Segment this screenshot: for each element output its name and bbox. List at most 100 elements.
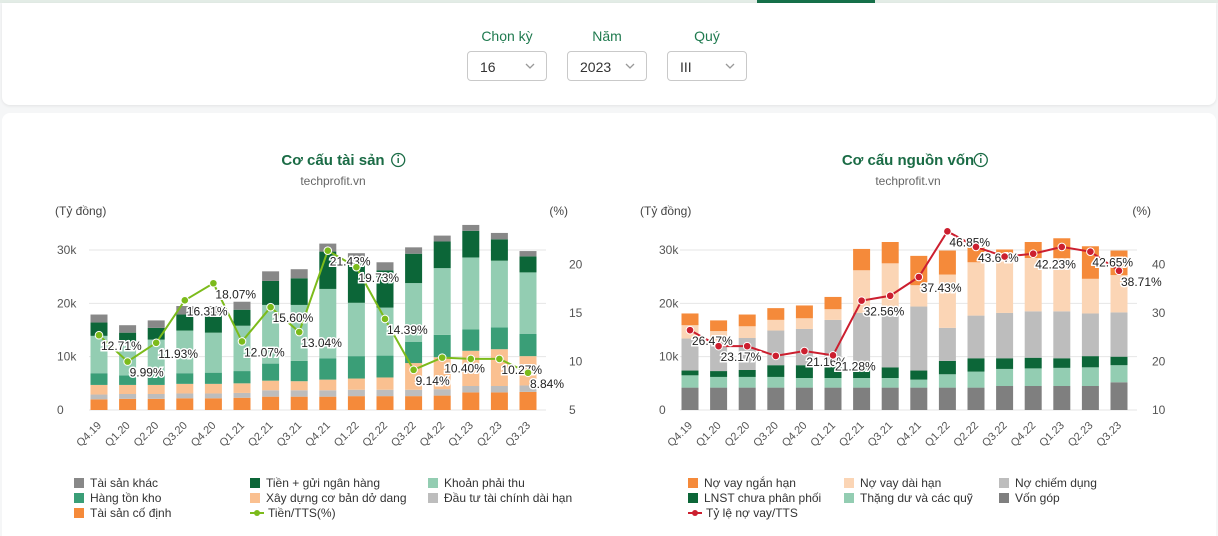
bar-segment xyxy=(204,398,222,410)
chart-capital: Cơ cấu nguồn vốn techprofit.vn (Tỷ đồng) (%… xyxy=(640,152,1166,449)
charts-panel: Cơ cấu tài sản techprofit.vn (Tỷ đồng) (%) 0… xyxy=(2,113,1216,536)
line-point xyxy=(323,246,333,255)
bar-segment xyxy=(462,257,480,330)
y-tick-label: 10k xyxy=(57,350,77,364)
line-point xyxy=(914,272,924,282)
bar-segment xyxy=(1024,258,1042,312)
legend-item[interactable]: Tỷ lệ nợ vay/TTS xyxy=(688,506,798,520)
legend-item[interactable]: Thặng dư và các quỹ xyxy=(844,491,973,505)
chart-subtitle: techprofit.vn xyxy=(875,174,940,188)
bar-segment xyxy=(853,270,871,313)
bar-segment xyxy=(147,398,165,410)
data-label: 42.23% xyxy=(1035,258,1076,272)
bar-segment xyxy=(176,398,194,410)
bar-segment xyxy=(147,374,165,385)
data-label: 21.43% xyxy=(330,255,371,269)
period-count-label: Chọn kỳ xyxy=(481,28,533,44)
bar-segment xyxy=(519,251,537,257)
year-value: 2023 xyxy=(580,59,612,75)
bar-segment xyxy=(176,314,194,331)
bar-segment xyxy=(996,259,1014,313)
legend-item[interactable]: LNST chưa phân phối xyxy=(688,491,821,505)
legend-swatch xyxy=(999,493,1009,503)
legend-item[interactable]: Xây dựng cơ bản dở dang xyxy=(250,491,407,505)
legend-item[interactable]: Tiền + gửi ngân hàng xyxy=(250,476,380,490)
legend-item[interactable]: Khoản phải thu xyxy=(428,476,525,490)
period-count-filter: Chọn kỳ 16 xyxy=(467,25,547,81)
bar-segment xyxy=(176,306,194,315)
x-tick-label: Q1.23 xyxy=(446,420,476,450)
legend-item[interactable]: Đầu tư tài chính dài hạn xyxy=(428,491,572,505)
bar-segment xyxy=(881,314,899,368)
bar-segment xyxy=(90,384,108,395)
bar-segment xyxy=(347,253,365,263)
bar-stack xyxy=(262,271,280,410)
bar-segment xyxy=(710,387,728,410)
data-label: 11.93% xyxy=(158,347,198,361)
line-point xyxy=(180,296,190,305)
period-count-select[interactable]: 16 xyxy=(467,51,547,81)
legend-item[interactable]: Nợ chiếm dụng xyxy=(999,476,1097,490)
bar-segment xyxy=(433,395,451,410)
bar-segment xyxy=(462,224,480,231)
data-label: 21.16% xyxy=(806,355,847,369)
legend-swatch xyxy=(74,478,84,488)
bar-segment xyxy=(319,288,337,359)
bar-stack xyxy=(433,235,451,410)
bar-segment xyxy=(90,322,108,336)
bar-segment xyxy=(681,387,699,410)
data-label: 38.71% xyxy=(1121,275,1162,289)
bar-segment xyxy=(204,314,222,333)
bar-segment xyxy=(738,376,756,388)
line-point xyxy=(1000,252,1009,261)
bar-segment xyxy=(347,396,365,410)
bar-segment xyxy=(176,393,194,399)
bar-segment xyxy=(290,381,308,391)
legend-item[interactable]: Hàng tồn kho xyxy=(74,491,161,505)
line-point xyxy=(437,353,447,362)
bar-segment xyxy=(1053,358,1071,368)
bar-segment xyxy=(767,308,785,320)
data-label: 46.85% xyxy=(949,235,990,249)
line-point xyxy=(742,341,752,351)
x-tick-label: Q3.20 xyxy=(751,420,781,450)
y2-tick-label: 10 xyxy=(1152,403,1166,417)
bar-stack xyxy=(90,314,108,410)
legend-label: Đầu tư tài chính dài hạn xyxy=(444,491,573,505)
year-select[interactable]: 2023 xyxy=(567,51,647,81)
quarter-filter: Quý III xyxy=(667,25,747,81)
legend-item[interactable]: Vốn góp xyxy=(999,491,1060,505)
bar-segment xyxy=(1110,365,1128,383)
legend-item[interactable]: Tài sản khác xyxy=(74,476,158,490)
bar-stack xyxy=(710,320,728,410)
bar-segment xyxy=(462,230,480,258)
data-label: 32.56% xyxy=(864,305,905,319)
bar-segment xyxy=(881,378,899,388)
info-icon-circle xyxy=(973,152,988,168)
bar-segment xyxy=(147,384,165,394)
bar-stack xyxy=(347,253,365,410)
bar-stack xyxy=(176,306,194,410)
legend-item[interactable]: Nợ vay dài hạn xyxy=(844,476,941,490)
quarter-select[interactable]: III xyxy=(667,51,747,81)
line-point xyxy=(380,314,390,324)
charts-canvas: Cơ cấu tài sản techprofit.vn (Tỷ đồng) (%) 0… xyxy=(55,152,1166,450)
legend-item[interactable]: Nợ vay ngắn hạn xyxy=(688,476,796,490)
x-tick-label: Q2.21 xyxy=(246,420,276,450)
y-tick-label: 20k xyxy=(57,296,77,310)
bar-segment xyxy=(433,241,451,269)
bar-segment xyxy=(1053,386,1071,410)
bar-segment xyxy=(1081,278,1099,314)
y-axis-label: (Tỷ đồng) xyxy=(640,204,691,218)
bar-segment xyxy=(405,247,423,254)
legend-item[interactable]: Tài sản cố định xyxy=(74,506,171,520)
data-label: 15.60% xyxy=(273,311,314,325)
bar-segment xyxy=(967,262,985,316)
bar-segment xyxy=(376,262,394,271)
legend-line-swatch xyxy=(688,508,702,518)
y2-tick-label: 15 xyxy=(569,306,583,320)
bar-segment xyxy=(290,396,308,410)
legend-item[interactable]: Tiền/TTS(%) xyxy=(250,506,336,520)
bar-segment xyxy=(996,312,1014,359)
bar-segment xyxy=(405,396,423,410)
